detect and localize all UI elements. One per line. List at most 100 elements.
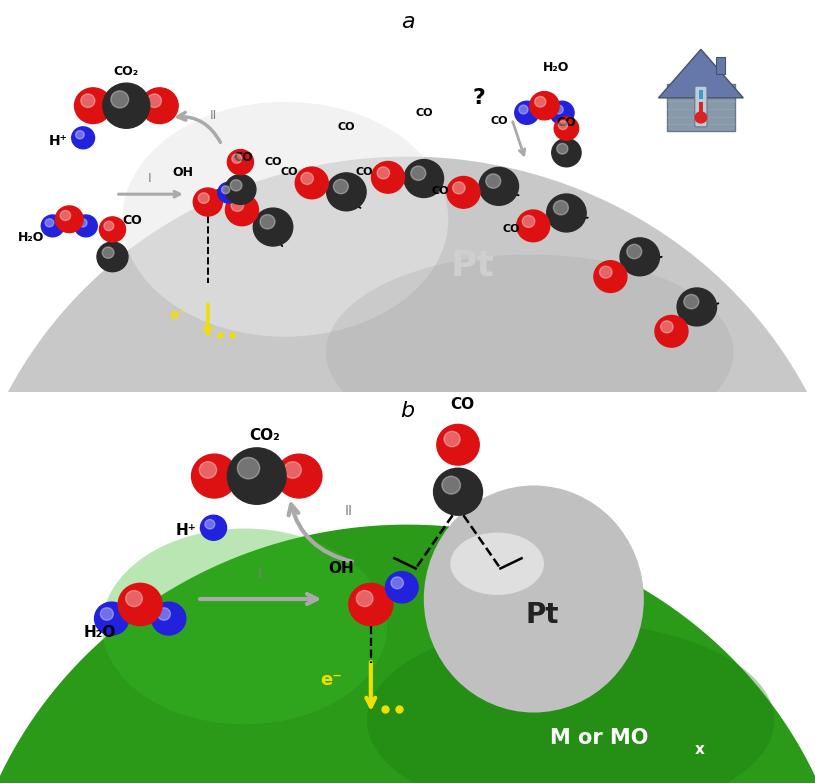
Text: CO: CO [337, 121, 355, 132]
Circle shape [333, 179, 348, 193]
Circle shape [152, 602, 186, 635]
Circle shape [104, 221, 114, 231]
Text: CO: CO [122, 214, 142, 227]
Text: OH: OH [328, 561, 354, 576]
Circle shape [547, 194, 586, 232]
Circle shape [684, 294, 698, 309]
Circle shape [230, 179, 242, 191]
Circle shape [78, 218, 87, 227]
Circle shape [74, 215, 97, 236]
Circle shape [517, 210, 549, 242]
Text: II: II [210, 109, 217, 122]
Circle shape [554, 117, 579, 140]
Text: CO₂: CO₂ [114, 64, 139, 78]
Ellipse shape [122, 102, 448, 337]
Text: CO: CO [415, 108, 433, 118]
Ellipse shape [482, 545, 626, 692]
Circle shape [225, 175, 256, 204]
Circle shape [200, 515, 227, 540]
Text: M or MO: M or MO [550, 727, 648, 748]
FancyBboxPatch shape [698, 90, 703, 99]
Circle shape [620, 238, 659, 276]
FancyBboxPatch shape [667, 84, 735, 131]
Circle shape [372, 161, 404, 193]
Circle shape [231, 153, 242, 164]
Circle shape [695, 112, 707, 123]
Circle shape [411, 166, 425, 180]
Circle shape [205, 519, 215, 529]
Circle shape [356, 590, 373, 607]
Ellipse shape [326, 254, 734, 450]
Circle shape [486, 174, 500, 188]
Circle shape [126, 590, 143, 607]
Text: e⁻: e⁻ [320, 671, 341, 689]
Text: Pt: Pt [525, 601, 559, 629]
Text: e⁻: e⁻ [170, 309, 186, 323]
Circle shape [253, 208, 293, 246]
Circle shape [97, 242, 128, 272]
Text: H⁺: H⁺ [175, 523, 196, 539]
Circle shape [447, 176, 480, 208]
Text: CO: CO [213, 189, 231, 199]
Circle shape [222, 186, 230, 193]
Text: CO: CO [450, 397, 474, 412]
Circle shape [103, 83, 150, 128]
Ellipse shape [102, 529, 387, 724]
Circle shape [227, 448, 286, 504]
Circle shape [535, 96, 546, 107]
Text: CO₂: CO₂ [249, 428, 280, 443]
Circle shape [118, 583, 162, 626]
Circle shape [99, 217, 126, 242]
Text: CO: CO [490, 116, 508, 126]
Circle shape [81, 94, 95, 107]
Circle shape [677, 288, 716, 326]
Polygon shape [659, 49, 743, 98]
Circle shape [226, 194, 258, 226]
Text: Pt: Pt [451, 249, 495, 283]
Circle shape [100, 608, 113, 620]
Text: CO: CO [356, 167, 373, 176]
Circle shape [661, 321, 673, 333]
Circle shape [141, 88, 178, 124]
Text: CO: CO [233, 151, 253, 164]
Text: ?: ? [473, 88, 486, 108]
Circle shape [452, 182, 465, 194]
Circle shape [558, 121, 568, 129]
Circle shape [444, 431, 460, 447]
Text: x: x [694, 742, 704, 757]
Circle shape [218, 182, 240, 203]
Circle shape [552, 139, 581, 167]
FancyBboxPatch shape [698, 102, 703, 121]
Circle shape [515, 101, 539, 124]
Circle shape [327, 173, 366, 211]
Circle shape [72, 127, 95, 149]
Text: OH: OH [172, 165, 193, 179]
Circle shape [594, 261, 627, 292]
Circle shape [74, 88, 112, 124]
Text: H₂O: H₂O [543, 61, 569, 74]
Circle shape [193, 188, 222, 216]
Polygon shape [0, 157, 815, 587]
Circle shape [349, 583, 393, 626]
Circle shape [377, 167, 390, 179]
Circle shape [198, 193, 209, 204]
Circle shape [284, 462, 302, 478]
Circle shape [301, 172, 314, 185]
Circle shape [227, 150, 253, 175]
Circle shape [95, 602, 129, 635]
Circle shape [295, 167, 328, 199]
Ellipse shape [451, 532, 544, 595]
Text: a: a [401, 12, 414, 32]
Text: H⁺: H⁺ [49, 134, 68, 148]
Circle shape [102, 247, 114, 258]
Circle shape [530, 92, 559, 120]
Circle shape [192, 454, 237, 498]
Circle shape [553, 200, 568, 215]
Circle shape [76, 131, 84, 139]
FancyBboxPatch shape [716, 57, 725, 74]
Ellipse shape [424, 485, 644, 713]
Circle shape [111, 91, 129, 108]
Polygon shape [0, 525, 815, 783]
Text: I: I [148, 171, 152, 185]
Text: I: I [258, 567, 261, 581]
